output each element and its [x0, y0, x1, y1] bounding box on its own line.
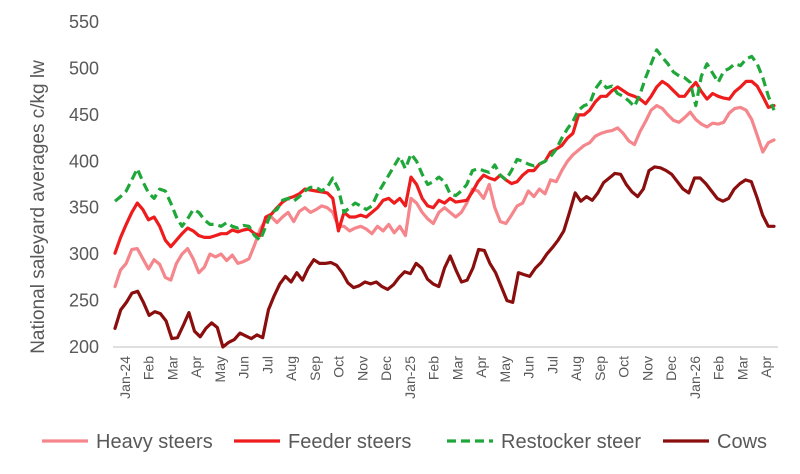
x-tick-label: Jul — [259, 356, 275, 374]
x-tick-label: Feb — [426, 356, 442, 380]
x-axis: Jan-24 Feb Mar Apr May Jun Jul Aug Sep Oct Nov Dec J… — [117, 356, 774, 399]
x-tick-label: Sep — [592, 356, 608, 381]
series-line-cows — [113, 165, 776, 349]
x-tick-label: Jan-24 — [117, 356, 133, 399]
legend-label: Heavy steers — [96, 431, 213, 453]
x-tick-label: Nov — [354, 356, 370, 381]
x-tick-label: Aug — [283, 356, 299, 381]
x-tick-label: Feb — [141, 356, 157, 380]
x-tick-label: Jan-26 — [687, 356, 703, 399]
series-line-heavy-steers — [113, 103, 776, 289]
y-tick-label: 450 — [69, 105, 99, 125]
x-tick-label: Jan-25 — [402, 356, 418, 399]
x-tick-label: Apr — [188, 356, 204, 378]
x-tick-label: Aug — [568, 356, 584, 381]
y-tick-label: 200 — [69, 337, 99, 357]
y-axis: 200 250 300 350 400 450 500 550 — [69, 12, 99, 357]
x-tick-label: May — [497, 356, 513, 382]
y-tick-label: 300 — [69, 244, 99, 264]
x-tick-label: Apr — [473, 356, 489, 378]
x-tick-label: Mar — [734, 356, 750, 380]
y-tick-label: 350 — [69, 198, 99, 218]
y-tick-label: 550 — [69, 12, 99, 32]
legend: Heavy steers Feeder steers Restocker steer… — [42, 431, 767, 453]
x-tick-label: Feb — [711, 356, 727, 380]
series-layer — [113, 48, 776, 349]
y-tick-label: 400 — [69, 151, 99, 171]
y-tick-label: 500 — [69, 58, 99, 78]
y-tick-label: 250 — [69, 291, 99, 311]
legend-label: Feeder steers — [288, 431, 411, 453]
series-line-feeder-steers — [113, 79, 776, 255]
legend-label: Cows — [717, 431, 767, 453]
x-tick-label: Jul — [544, 356, 560, 374]
x-tick-label: Apr — [758, 356, 774, 378]
x-tick-label: Dec — [378, 356, 394, 381]
x-tick-label: Oct — [331, 356, 347, 378]
x-tick-label: Dec — [663, 356, 679, 381]
x-tick-label: Jun — [236, 356, 252, 379]
x-tick-label: May — [212, 356, 228, 382]
x-tick-label: Oct — [616, 356, 632, 378]
x-tick-label: Nov — [639, 356, 655, 381]
x-tick-label: Jun — [521, 356, 537, 379]
legend-label: Restocker steer — [501, 431, 641, 453]
x-tick-label: Mar — [164, 356, 180, 380]
x-tick-label: Mar — [449, 356, 465, 380]
series-line-restocker-steer — [113, 48, 776, 242]
x-tick-label: Sep — [307, 356, 323, 381]
y-axis-label: National saleyard averages c/kg lw — [28, 60, 49, 354]
